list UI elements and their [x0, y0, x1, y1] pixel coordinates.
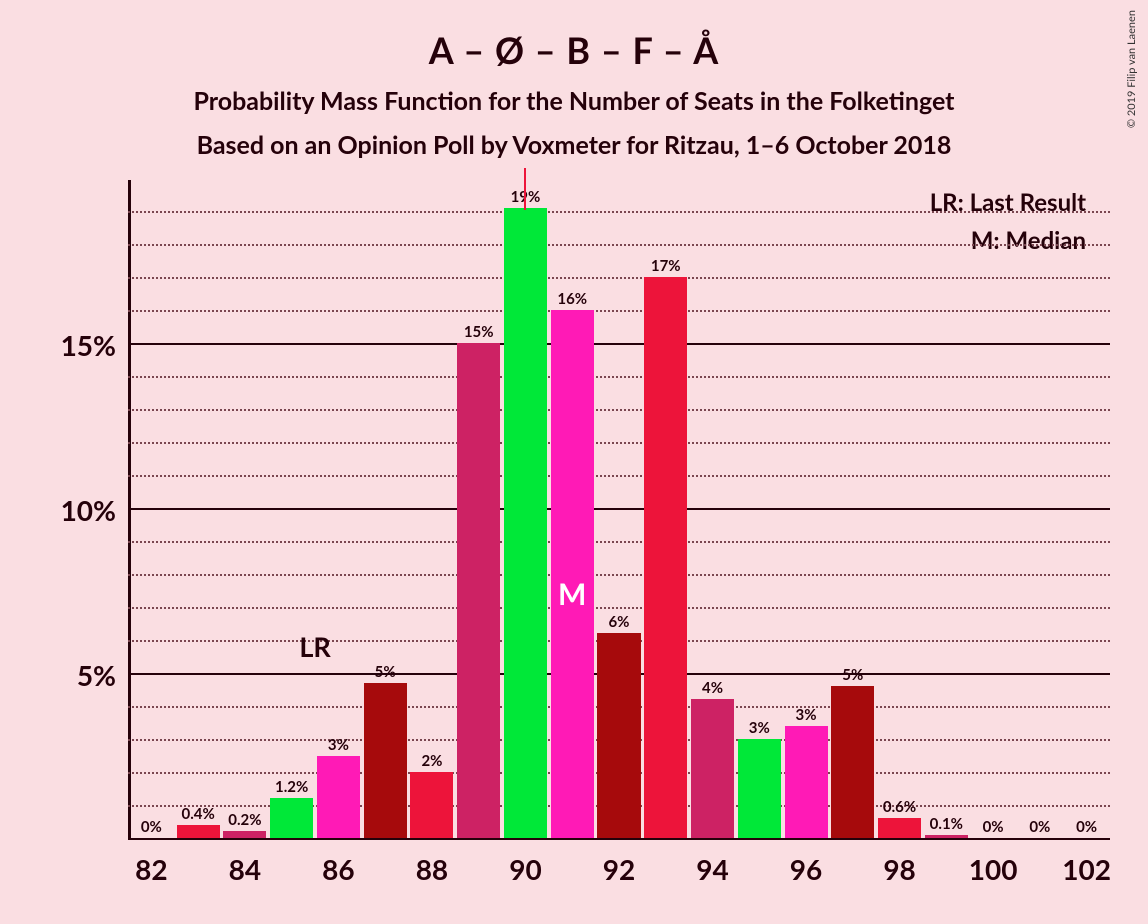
chart-subtitle-1: Probability Mass Function for the Number…: [0, 86, 1148, 116]
bar-value-label: 16%: [557, 290, 587, 308]
bar-value-label: 0.1%: [930, 815, 963, 833]
x-tick-label: 102: [1062, 852, 1111, 886]
bar-value-label: 3%: [328, 736, 349, 754]
bar: 3%: [317, 756, 360, 839]
median-marker-line: [524, 168, 526, 210]
chart-plot-area: LR: Last Result M: Median 5%10%15%828486…: [128, 180, 1110, 840]
legend: LR: Last Result M: Median: [930, 184, 1086, 261]
bar: 16%: [551, 310, 594, 838]
x-tick-label: 90: [509, 852, 541, 886]
major-gridline: [128, 343, 1110, 345]
x-tick-label: 96: [790, 852, 822, 886]
bar: 15%: [457, 343, 500, 838]
x-tick-label: 84: [229, 852, 261, 886]
bar: 0.1%: [925, 835, 968, 838]
bar-value-label: 0.2%: [228, 811, 261, 829]
y-tick-label: 15%: [61, 328, 116, 362]
bar: 0.4%: [177, 825, 220, 838]
major-gridline: [128, 508, 1110, 510]
bar: 2%: [410, 772, 453, 838]
y-tick-label: 5%: [77, 658, 116, 692]
bar: 5%: [831, 686, 874, 838]
bar-value-label: 4%: [702, 679, 723, 697]
bar-value-label: 1.2%: [275, 778, 308, 796]
minor-gridline: [128, 607, 1110, 609]
legend-m: M: Median: [930, 222, 1086, 260]
bar: 6%: [597, 633, 640, 838]
x-tick-label: 100: [969, 852, 1018, 886]
bar-value-label: 0%: [141, 818, 162, 836]
bar-value-label: 0%: [983, 818, 1004, 836]
bar: 17%: [644, 277, 687, 838]
bar: 0.6%: [878, 818, 921, 838]
bar-value-label: 5%: [842, 666, 863, 684]
bar: 3%: [738, 739, 781, 838]
minor-gridline: [128, 244, 1110, 246]
bar-value-label: 0.4%: [181, 805, 214, 823]
minor-gridline: [128, 277, 1110, 279]
bar-value-label: 2%: [421, 752, 442, 770]
minor-gridline: [128, 211, 1110, 213]
bar-value-label: 6%: [608, 613, 629, 631]
minor-gridline: [128, 376, 1110, 378]
median-annotation: M: [558, 576, 586, 612]
x-tick-label: 86: [322, 852, 354, 886]
bar-value-label: 17%: [651, 257, 681, 275]
bar: 4%: [691, 699, 734, 838]
bar-value-label: 0.6%: [883, 798, 916, 816]
bar: 0.2%: [223, 831, 266, 838]
bar: 19%: [504, 208, 547, 838]
bar-value-label: 5%: [375, 663, 396, 681]
legend-lr: LR: Last Result: [930, 184, 1086, 222]
bar-value-label: 0%: [1076, 818, 1097, 836]
x-tick-label: 88: [416, 852, 448, 886]
minor-gridline: [128, 574, 1110, 576]
bar: 5%: [364, 683, 407, 838]
x-tick-label: 92: [603, 852, 635, 886]
last-result-annotation: LR: [299, 630, 330, 663]
minor-gridline: [128, 442, 1110, 444]
minor-gridline: [128, 310, 1110, 312]
x-tick-label: 94: [696, 852, 728, 886]
bar-value-label: 3%: [749, 719, 770, 737]
chart-title: A – Ø – B – F – Å: [0, 28, 1148, 72]
x-tick-label: 98: [883, 852, 915, 886]
bar-value-label: 0%: [1029, 818, 1050, 836]
bar: 1.2%: [270, 798, 313, 838]
minor-gridline: [128, 475, 1110, 477]
bar: 3%: [785, 726, 828, 838]
minor-gridline: [128, 541, 1110, 543]
chart-subtitle-2: Based on an Opinion Poll by Voxmeter for…: [0, 130, 1148, 160]
y-axis: [128, 180, 131, 840]
copyright-text: © 2019 Filip van Laenen: [1125, 10, 1138, 128]
x-tick-label: 82: [135, 852, 167, 886]
bar-value-label: 3%: [796, 706, 817, 724]
bar-value-label: 15%: [464, 323, 494, 341]
minor-gridline: [128, 409, 1110, 411]
y-tick-label: 10%: [61, 493, 116, 527]
